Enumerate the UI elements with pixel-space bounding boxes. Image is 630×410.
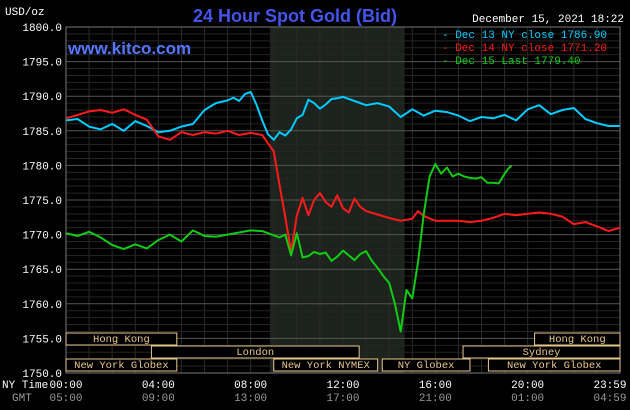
y-tick-label: 1800.0: [22, 23, 62, 35]
x-tick-label-ny: 16:00: [419, 380, 452, 392]
y-tick-label: 1775.0: [22, 196, 62, 208]
grid: [66, 27, 620, 373]
x-tick-label-ny: 00:00: [49, 380, 82, 392]
session-bar: [150, 345, 360, 359]
y-tick-label: 1770.0: [22, 231, 62, 243]
y-tick-label: 1765.0: [22, 265, 62, 277]
x-tick-label-ny: 23:59: [593, 380, 626, 392]
x-tick-label-gmt: 05:00: [49, 393, 82, 405]
series-group: [65, 91, 621, 333]
legend-entry: - Dec 14 NY close 1771.20: [442, 43, 607, 55]
legend-entry: - Dec 13 NY close 1786.90: [442, 30, 607, 42]
y-tick-label: 1785.0: [22, 127, 62, 139]
datetime-label: December 15, 2021 18:22: [472, 14, 624, 26]
unit-label: USD/oz: [5, 7, 45, 19]
x-tick-label-gmt: 17:00: [326, 393, 359, 405]
chart-title: 24 Hour Spot Gold (Bid): [193, 6, 397, 26]
session-bar: [462, 345, 621, 359]
plot-frame: [65, 26, 621, 374]
series-line-3: [65, 163, 513, 333]
y-tick-label: 1750.0: [22, 369, 62, 381]
session-bar-label: New York Globex: [74, 360, 169, 372]
y-tick-label: 1755.0: [22, 334, 62, 346]
x-tick-label-gmt: 01:00: [511, 393, 544, 405]
x-tick-label-gmt: 09:00: [142, 393, 175, 405]
x-tick-label-ny: 12:00: [326, 380, 359, 392]
series-line-1: [65, 91, 620, 141]
x-tick-label-ny: 04:00: [142, 380, 175, 392]
session-bar-label: New York NYMEX: [282, 360, 371, 372]
session-bar-label: NY Globex: [398, 360, 455, 372]
x-axis-label-gmt: GMT: [12, 393, 32, 405]
session-bar-label: London: [236, 347, 274, 359]
y-tick-label: 1780.0: [22, 161, 62, 173]
session-bar-label: Hong Kong: [549, 334, 606, 346]
session-bar: [65, 332, 178, 346]
legend-entry: - Dec 15 Last 1779.40: [442, 56, 581, 68]
x-tick-label-ny: 08:00: [234, 380, 267, 392]
legend: - Dec 13 NY close 1786.90- Dec 14 NY clo…: [442, 30, 607, 68]
y-axis-ticks: 1800.0 1795.0 1790.0 1785.0 1780.0 1775.0 1770…: [22, 23, 62, 381]
y-tick-label: 1790.0: [22, 92, 62, 104]
session-bar: [534, 332, 621, 346]
x-tick-label-gmt: 21:00: [419, 393, 452, 405]
series-line-2: [65, 108, 621, 253]
y-tick-label: 1760.0: [22, 300, 62, 312]
session-bar-label: Hong Kong: [93, 334, 150, 346]
x-axis-label-ny: NY Time: [2, 380, 48, 392]
x-tick-label-gmt: 13:00: [234, 393, 267, 405]
session-bar: [65, 358, 178, 372]
session-bar-label: New York Globex: [507, 360, 602, 372]
y-tick-label: 1795.0: [22, 58, 62, 70]
session-bar: [487, 358, 621, 372]
session-bar: [381, 358, 471, 372]
x-tick-label-gmt: 04:59: [593, 393, 626, 405]
kitco-watermark: www.kitco.com: [67, 39, 191, 58]
session-bar: [273, 358, 379, 372]
x-tick-label-ny: 20:00: [511, 380, 544, 392]
session-bar-label: Sydney: [523, 347, 561, 359]
